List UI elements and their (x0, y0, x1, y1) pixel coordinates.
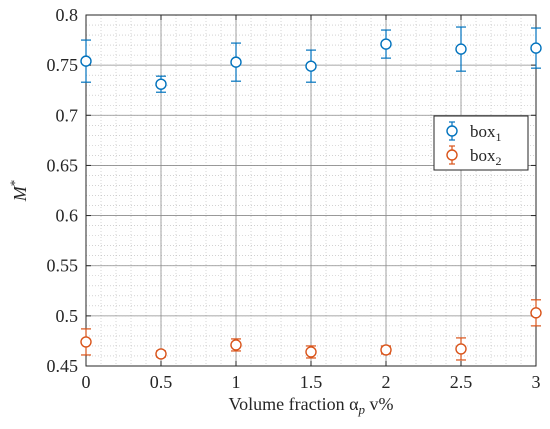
series-1 (80, 26, 542, 93)
x-axis-label: Volume fraction αp v% (228, 394, 393, 417)
legend-label: box1 (470, 122, 502, 144)
x-tick-label: 2.5 (450, 372, 473, 392)
axis-ticks: 0 0.5 1 1.5 2 2.5 3 0.45 0.5 0.55 0.6 0.65 0.7 0.75 0.… (47, 5, 541, 392)
legend-marker (446, 149, 458, 161)
axis-labels: Volume fraction αp v% M* (7, 180, 394, 417)
data-point (305, 60, 317, 72)
data-point (455, 343, 467, 355)
data-point (530, 307, 542, 319)
data-point (155, 78, 167, 90)
y-tick-label: 0.45 (47, 356, 79, 376)
x-tick-label: 0 (82, 372, 91, 392)
x-tick-label: 3 (532, 372, 541, 392)
x-tick-label: 1.5 (300, 372, 323, 392)
data-point (380, 344, 392, 356)
legend-label: box2 (470, 146, 502, 168)
y-tick-label: 0.8 (56, 5, 79, 25)
data-point (305, 346, 317, 358)
data-point (380, 38, 392, 50)
data-point (230, 56, 242, 68)
y-tick-label: 0.7 (56, 105, 79, 125)
data-point (230, 339, 242, 351)
data-point (530, 42, 542, 54)
data-point (455, 43, 467, 55)
y-tick-label: 0.6 (56, 206, 79, 226)
y-tick-label: 0.65 (47, 155, 79, 175)
series-2 (80, 299, 542, 361)
data-point (155, 348, 167, 360)
y-axis-label: M* (7, 180, 30, 203)
x-tick-label: 0.5 (150, 372, 173, 392)
data-point (80, 336, 92, 348)
y-tick-label: 0.75 (47, 55, 79, 75)
x-tick-label: 1 (232, 372, 241, 392)
y-tick-label: 0.5 (56, 306, 79, 326)
y-tick-label: 0.55 (47, 256, 79, 276)
x-tick-label: 2 (382, 372, 391, 392)
series-layer (80, 26, 542, 361)
legend-box (433, 115, 529, 171)
data-point (80, 55, 92, 67)
legend-marker (446, 125, 458, 137)
